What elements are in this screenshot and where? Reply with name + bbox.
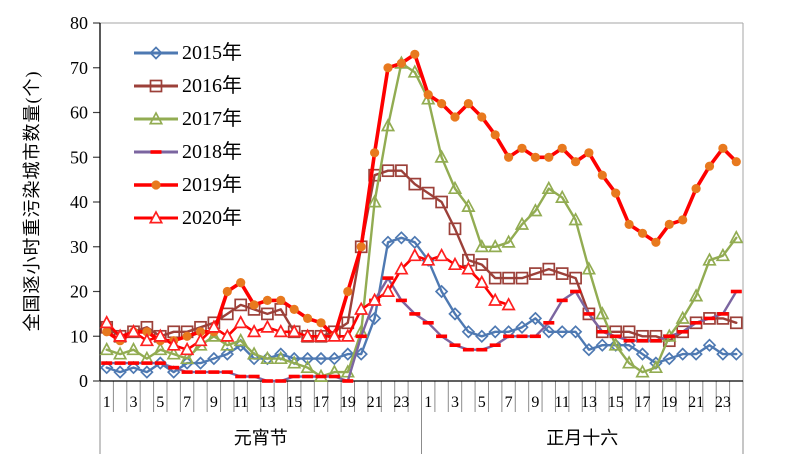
series-2015年 bbox=[99, 231, 744, 379]
plot-border bbox=[100, 22, 744, 381]
svg-text:17: 17 bbox=[313, 394, 329, 411]
svg-text:5: 5 bbox=[156, 394, 164, 411]
svg-text:30: 30 bbox=[70, 237, 88, 257]
legend-label-2016: 2016年 bbox=[182, 74, 242, 97]
axes bbox=[99, 23, 743, 382]
svg-text:15: 15 bbox=[608, 394, 624, 411]
svg-text:15: 15 bbox=[286, 394, 302, 411]
legend-swatch-2018-icon bbox=[134, 149, 178, 154]
svg-text:10: 10 bbox=[70, 326, 88, 346]
series-2017年 bbox=[99, 55, 744, 382]
y-axis-title: 全国逐小时重污染城市数量(个) bbox=[22, 70, 42, 332]
svg-text:60: 60 bbox=[70, 103, 88, 123]
svg-text:7: 7 bbox=[505, 394, 513, 411]
series-2020年 bbox=[99, 247, 516, 356]
legend-item-2020: 2020年 bbox=[133, 201, 242, 234]
svg-text:80: 80 bbox=[70, 13, 88, 33]
svg-text:40: 40 bbox=[70, 192, 88, 212]
legend-label-2018: 2018年 bbox=[182, 140, 242, 163]
legend-swatch-2019-icon bbox=[134, 179, 178, 190]
svg-text:7: 7 bbox=[183, 394, 191, 411]
legend-swatch-2020-icon bbox=[134, 209, 178, 223]
svg-text:17: 17 bbox=[635, 394, 651, 411]
legend-item-2018: 2018年 bbox=[133, 135, 242, 168]
svg-text:19: 19 bbox=[661, 394, 677, 411]
legend-label-2019: 2019年 bbox=[182, 173, 242, 196]
svg-text:1: 1 bbox=[424, 394, 432, 411]
svg-text:5: 5 bbox=[478, 394, 486, 411]
y-axis: 0 10 20 30 40 50 60 70 80 bbox=[70, 13, 100, 391]
svg-text:1: 1 bbox=[103, 394, 111, 411]
series-2018年 bbox=[101, 276, 742, 383]
legend-swatch-2016-icon bbox=[134, 79, 178, 92]
svg-text:9: 9 bbox=[531, 394, 539, 411]
svg-text:11: 11 bbox=[233, 394, 248, 411]
svg-text:3: 3 bbox=[451, 394, 459, 411]
svg-text:11: 11 bbox=[554, 394, 569, 411]
legend-label-2020: 2020年 bbox=[182, 206, 242, 229]
legend: 2015年 2016年 2017年 2018年 2019年 2020年 bbox=[133, 36, 242, 234]
svg-text:0: 0 bbox=[79, 371, 88, 391]
svg-text:23: 23 bbox=[715, 394, 731, 411]
svg-text:13: 13 bbox=[259, 394, 275, 411]
legend-swatch-2017-icon bbox=[134, 110, 178, 124]
svg-text:正月十六: 正月十六 bbox=[546, 428, 618, 448]
svg-text:23: 23 bbox=[393, 394, 409, 411]
legend-label-2017: 2017年 bbox=[182, 107, 242, 130]
svg-text:3: 3 bbox=[129, 394, 137, 411]
svg-text:21: 21 bbox=[367, 394, 383, 411]
svg-text:20: 20 bbox=[70, 282, 88, 302]
svg-text:19: 19 bbox=[340, 394, 356, 411]
legend-label-2015: 2015年 bbox=[182, 41, 242, 64]
legend-item-2017: 2017年 bbox=[133, 102, 242, 135]
x-axis-day-groups: 元宵节 正月十六 bbox=[99, 412, 744, 454]
svg-text:50: 50 bbox=[70, 147, 88, 167]
legend-item-2019: 2019年 bbox=[133, 168, 242, 201]
svg-text:13: 13 bbox=[581, 394, 597, 411]
x-axis-ticks bbox=[99, 381, 744, 412]
svg-text:元宵节: 元宵节 bbox=[234, 428, 288, 448]
legend-item-2015: 2015年 bbox=[133, 36, 242, 69]
svg-text:9: 9 bbox=[210, 394, 218, 411]
svg-text:21: 21 bbox=[688, 394, 704, 411]
legend-item-2016: 2016年 bbox=[133, 69, 242, 102]
x-axis-hour-labels: 1 3 5 7 9 11 13 15 17 19 21 23 1 3 5 7 9 11 13 15 17 19 21 23 bbox=[103, 394, 731, 411]
svg-text:70: 70 bbox=[70, 58, 88, 78]
legend-swatch-2015-icon bbox=[134, 45, 178, 60]
